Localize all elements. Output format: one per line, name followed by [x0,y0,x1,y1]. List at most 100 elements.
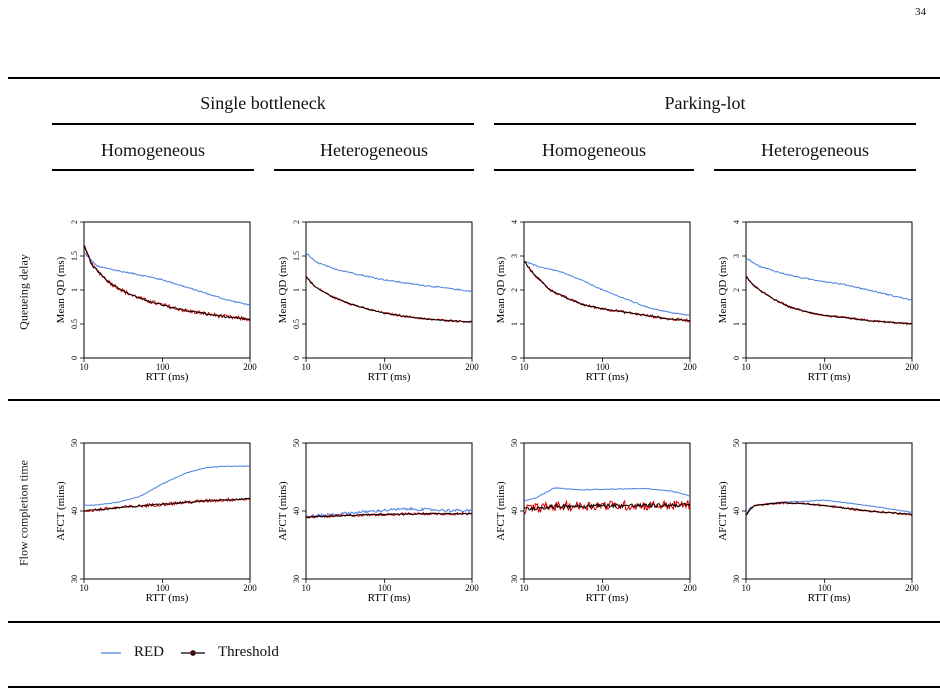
legend: RED Threshold [100,644,295,661]
series-line-red [84,465,250,507]
y-tick-label: 4 [732,220,741,224]
y-tick-label: 2 [70,220,79,224]
series-line-red [84,252,250,306]
subgroup-header-1: Homogeneous [101,140,205,160]
series-line-threshold [84,497,250,512]
chart-panel-3: 10 100 200 0 1 2 3 4 RTT (ms) Mean QD (ms) [495,220,697,383]
x-tick-label: 100 [818,362,832,372]
legend-swatch-threshold [181,649,205,656]
row-separator [8,399,940,401]
y-tick-label: 50 [732,439,741,447]
plot-frame [83,442,251,580]
series-line-threshold [746,502,912,516]
subgroup-underline-4 [714,169,916,171]
x-axis-label: RTT (ms) [808,371,851,383]
x-tick-label: 200 [465,362,479,372]
x-axis-label: RTT (ms) [368,371,411,383]
page-number: 34 [915,6,926,18]
x-tick-label: 200 [243,583,257,593]
y-tick-label: 40 [510,507,519,515]
series-line-red [524,260,690,316]
y-tick-label: 0.5 [292,319,301,329]
y-tick-label: 4 [510,220,519,224]
x-tick-label: 200 [683,583,697,593]
x-tick-label: 200 [905,362,919,372]
x-tick-label: 10 [742,362,752,372]
x-tick-label: 200 [683,362,697,372]
series-line-threshold [306,276,472,323]
x-tick-label: 100 [818,583,832,593]
x-tick-label: 10 [80,583,90,593]
x-axis-label: RTT (ms) [808,592,851,604]
top-rule [8,77,940,79]
plot-frame [523,442,691,580]
y-tick-label: 30 [292,575,301,583]
y-tick-label: 3 [510,254,519,258]
x-tick-label: 100 [378,583,392,593]
y-tick-label: 40 [732,507,741,515]
series-line-red [524,487,690,502]
x-tick-label: 10 [520,583,530,593]
plot-frame [305,221,473,359]
x-tick-label: 10 [302,362,312,372]
x-axis-label: RTT (ms) [368,592,411,604]
series-line-red [746,257,912,301]
series-line-threshold [524,502,690,511]
series-line-threshold [306,512,472,518]
y-tick-label: 2 [292,220,301,224]
x-tick-label: 200 [243,362,257,372]
series-line-threshold [84,245,250,321]
x-tick-label: 100 [596,362,610,372]
y-tick-label: 50 [70,439,79,447]
y-tick-label: 0.5 [70,319,79,329]
plot-frame [745,442,913,580]
bottom-rule-upper [8,621,940,623]
group-underline-single [52,123,474,125]
subgroup-underline-3 [494,169,694,171]
y-tick-label: 30 [70,575,79,583]
y-tick-label: 0 [732,356,741,360]
x-axis-label: RTT (ms) [586,371,629,383]
subgroup-header-2: Heterogeneous [320,140,428,160]
legend-swatch-red [101,651,121,654]
x-tick-label: 100 [156,362,170,372]
series-line-red [306,506,472,519]
legend-label-red: RED [134,644,164,660]
x-tick-label: 200 [905,583,919,593]
y-tick-label: 50 [292,439,301,447]
y-tick-label: 0 [510,356,519,360]
x-axis-label: RTT (ms) [146,371,189,383]
subgroup-underline-2 [274,169,474,171]
y-tick-label: 2 [510,288,519,292]
group-header-single-bottleneck: Single bottleneck [200,93,326,113]
subgroup-header-3: Homogeneous [542,140,646,160]
bottom-rule-lower [8,686,940,688]
y-tick-label: 40 [70,507,79,515]
y-axis-label: AFCT (mins) [277,481,289,541]
y-tick-label: 40 [292,507,301,515]
series-line-red [306,252,472,293]
chart-panel-1: 10 100 200 0 0.5 1 1.5 2 RTT (ms) Mean QD (ms) [55,220,257,383]
y-axis-label: Mean QD (ms) [55,256,67,323]
subgroup-header-4: Heterogeneous [761,140,869,160]
x-axis-label: RTT (ms) [586,592,629,604]
series-line-threshold [746,276,912,325]
plot-frame [83,221,251,359]
y-tick-label: 1.5 [70,251,79,261]
y-axis-label: AFCT (mins) [717,481,729,541]
y-axis-label: AFCT (mins) [55,481,67,541]
y-tick-label: 1 [732,322,741,326]
y-tick-label: 0 [70,356,79,360]
y-axis-label: Mean QD (ms) [277,256,289,323]
group-underline-parking [494,123,916,125]
x-tick-label: 100 [378,362,392,372]
chart-panel-4: 10 100 200 0 1 2 3 4 RTT (ms) Mean QD (ms) [717,220,919,383]
series-line-threshold-noise [746,275,912,326]
x-tick-label: 200 [465,583,479,593]
y-tick-label: 1 [292,288,301,292]
y-tick-label: 1.5 [292,251,301,261]
series-line-threshold [524,261,690,322]
chart-panel-5: 10 100 200 30 40 50 RTT (ms) AFCT (mins) [55,439,257,604]
y-axis-label: Mean QD (ms) [717,256,729,323]
y-axis-label: Mean QD (ms) [495,256,507,323]
